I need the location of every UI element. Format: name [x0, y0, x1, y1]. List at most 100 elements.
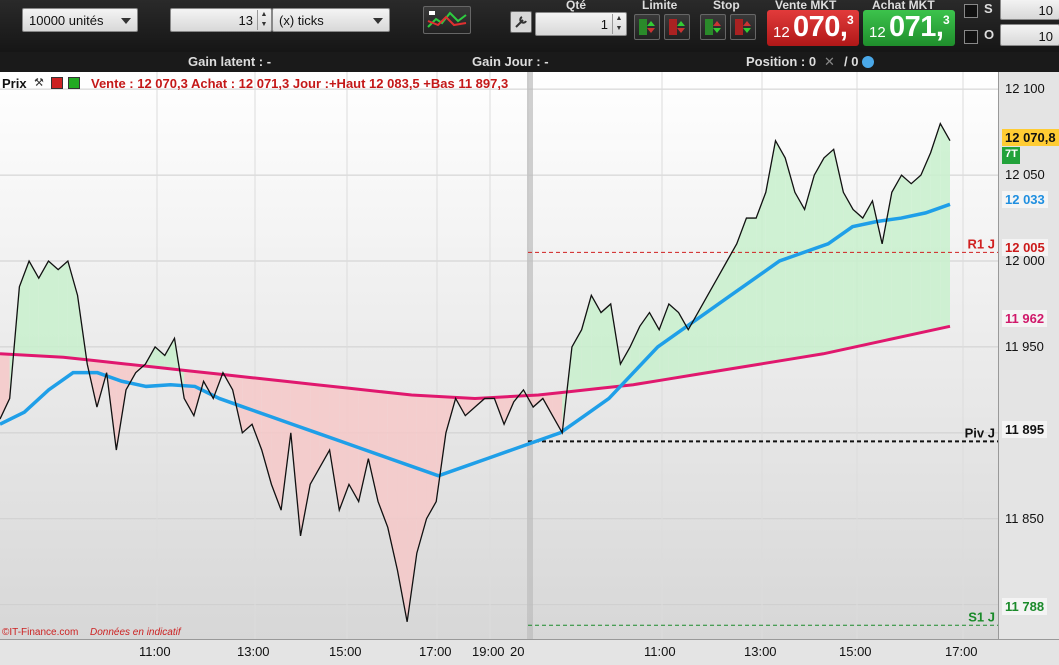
time-tick-label: 19:00: [472, 644, 505, 659]
limit-buy-button[interactable]: [634, 14, 660, 40]
price-tick-label: 12 100: [1005, 81, 1045, 97]
time-tick-label: 11:00: [644, 644, 676, 659]
ma-slow-tag: 11 962: [1002, 310, 1048, 327]
area-fill-up: [911, 175, 921, 335]
price-chart[interactable]: R1 J Piv J S1 J ©IT-Finance.com Données en…: [0, 72, 998, 639]
copyright-text: ©IT-Finance.com: [2, 627, 79, 638]
area-fill-up: [833, 149, 844, 352]
area-fill-down: [203, 372, 214, 399]
chevron-down-icon: [121, 18, 131, 24]
ticks-unit-label: (x) ticks: [279, 13, 324, 28]
stop-sell-button[interactable]: [730, 14, 756, 40]
ticks-unit-select[interactable]: (x) ticks: [272, 8, 390, 32]
area-fill-up: [814, 157, 824, 356]
limit-buy-icon: [639, 19, 655, 35]
settings-wrench-button[interactable]: [510, 11, 532, 33]
units-select[interactable]: 10000 unités: [22, 8, 138, 32]
area-fill-up: [794, 192, 805, 359]
area-fill-down: [184, 370, 194, 416]
area-fill-down: [368, 390, 379, 502]
close-icon[interactable]: ✕: [824, 54, 835, 69]
close-icon[interactable]: [51, 77, 63, 89]
stepper-arrows-icon[interactable]: ▲ ▼: [612, 14, 625, 34]
area-fill-down: [281, 380, 291, 511]
area-fill-down: [116, 362, 127, 450]
area-fill-down: [416, 395, 427, 554]
sell-price-main: 070,: [793, 11, 848, 43]
area-fill-up: [591, 295, 602, 390]
area-fill-up: [736, 218, 747, 368]
limit-sell-icon: [669, 19, 685, 35]
buy-market-button[interactable]: 12 071, 3: [863, 10, 955, 46]
stop-buy-button[interactable]: [700, 14, 726, 40]
r1-tag: 12 005: [1002, 239, 1048, 256]
area-fill-down: [465, 397, 475, 416]
area-fill-up: [164, 338, 175, 370]
sell-market-button[interactable]: 12 070, 3: [767, 10, 859, 46]
time-tick-label: 20: [510, 644, 525, 659]
area-fill-up: [668, 303, 679, 379]
time-tick-label: 15:00: [329, 644, 362, 659]
area-fill-down: [319, 385, 330, 468]
stop-sell-icon: [735, 19, 751, 35]
area-fill-up: [727, 243, 737, 370]
wrench-icon: [515, 16, 527, 28]
stop-header: Stop: [713, 0, 740, 12]
chart-type-button[interactable]: [423, 6, 471, 34]
o-label: O: [984, 27, 995, 42]
area-fill-up: [756, 192, 766, 365]
area-fill-up: [58, 261, 68, 358]
add-icon[interactable]: [68, 77, 80, 89]
area-fill-up: [639, 312, 650, 384]
area-fill-up: [707, 278, 718, 373]
area-fill-down: [387, 392, 398, 571]
area-fill-down: [290, 381, 301, 536]
area-fill-up: [717, 261, 728, 372]
limit-sell-button[interactable]: [664, 14, 690, 40]
area-fill-up: [804, 175, 815, 357]
s-checkbox[interactable]: [964, 4, 978, 18]
gain-jour: Gain Jour : -: [472, 54, 549, 69]
area-fill-up: [775, 140, 786, 362]
area-fill-up: [601, 303, 611, 389]
o-value-field[interactable]: 10: [1000, 24, 1059, 46]
sell-price-prefix: 12: [773, 24, 790, 41]
position-total: / 0: [844, 54, 859, 69]
s1-tag: 11 788: [1002, 598, 1048, 615]
wrench-icon[interactable]: ⚒: [34, 77, 44, 89]
chart-icon: [427, 11, 467, 28]
area-fill-up: [765, 140, 776, 364]
chart-canvas: R1 J Piv J S1 J: [0, 72, 998, 639]
stepper-arrows-icon[interactable]: ▲ ▼: [257, 10, 270, 30]
gear-icon[interactable]: [862, 56, 874, 68]
s-value-field[interactable]: 10: [1000, 0, 1059, 20]
buy-price-prefix: 12: [869, 24, 886, 41]
area-fill-down: [533, 394, 543, 408]
chevron-down-icon: [373, 18, 383, 24]
time-tick-label: 17:00: [419, 644, 452, 659]
position-value: Position : 0: [746, 54, 817, 69]
time-tick-label: 15:00: [839, 644, 872, 659]
last-price-tag: 12 070,8: [1002, 129, 1059, 146]
area-fill-down: [397, 393, 408, 622]
area-fill-up: [872, 200, 883, 344]
price-tick-label: 12 000: [1005, 253, 1045, 268]
area-fill-up: [746, 218, 757, 367]
disclaimer-text: Données en indicatif: [90, 627, 181, 638]
time-axis[interactable]: 11:00 13:00 15:00 17:00 19:00 20 11:00 13:00 15:…: [0, 639, 1059, 665]
qty-stepper[interactable]: 1 ▲ ▼: [535, 12, 627, 36]
level-label: S1 J: [968, 609, 995, 624]
area-fill-up: [862, 200, 873, 346]
ma-fast-tag: 12 033: [1002, 191, 1048, 208]
legend-prix-label: Prix: [2, 76, 27, 91]
area-fill-up: [853, 209, 863, 348]
sell-mkt-header: Vente MKT: [775, 0, 837, 12]
o-checkbox[interactable]: [964, 30, 978, 44]
ticks-stepper[interactable]: 13 ▲ ▼: [170, 8, 272, 32]
ma-fast-line: [0, 202, 951, 478]
units-select-label: 10000 unités: [29, 13, 104, 28]
area-fill-down: [271, 379, 282, 511]
area-fill-up: [29, 261, 39, 356]
area-fill-up: [882, 192, 892, 342]
